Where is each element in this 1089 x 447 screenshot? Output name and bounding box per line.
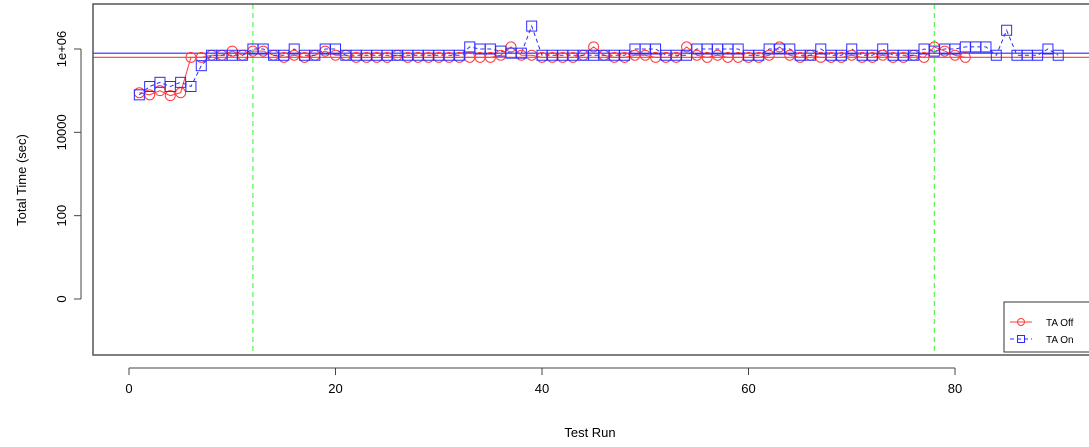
legend-label-ta-on: TA On (1046, 335, 1074, 346)
legend-box (1003, 301, 1089, 353)
data-point-ta-on (526, 20, 538, 32)
data-point-ta-on (619, 49, 631, 61)
x-tick-label: 0 (125, 381, 132, 396)
data-point-ta-on (133, 89, 145, 101)
y-tick-label: 10000 (54, 114, 69, 150)
data-point-ta-on (815, 43, 827, 55)
data-point-ta-off (484, 51, 496, 63)
data-point-ta-off (712, 49, 724, 61)
legend: TA Off TA On (1003, 301, 1089, 353)
data-point-ta-on (1032, 49, 1044, 61)
x-tick-label: 40 (535, 381, 549, 396)
x-axis-title: Test Run (564, 425, 615, 440)
data-point-ta-off (164, 90, 176, 102)
data-point-ta-on (1042, 43, 1054, 55)
y-tick-label: 0 (54, 295, 69, 302)
data-point-ta-on (846, 43, 858, 55)
x-tick-label: 20 (328, 381, 342, 396)
data-point-ta-on (877, 43, 889, 55)
x-tick-label: 80 (948, 381, 962, 396)
plot-frame (92, 3, 1089, 356)
data-point-ta-on (732, 43, 744, 55)
data-point-ta-on (784, 43, 796, 55)
legend-marker-ta-off (1017, 318, 1025, 326)
data-point-ta-off (949, 49, 961, 61)
data-point-ta-on (237, 49, 249, 61)
data-point-ta-on (804, 49, 816, 61)
y-tick-label: 1e+06 (54, 31, 69, 68)
legend-marker-ta-on (1017, 335, 1025, 343)
data-point-ta-on (908, 49, 920, 61)
data-point-ta-on (835, 49, 847, 61)
y-axis: 0 100 10000 1e+06 (54, 31, 82, 303)
y-axis-title: Total Time (sec) (14, 134, 29, 226)
data-point-ta-on (453, 49, 465, 61)
y-tick-label: 100 (54, 205, 69, 227)
data-point-ta-on (309, 49, 321, 61)
data-point-ta-on (650, 43, 662, 55)
series-line-ta-off (139, 46, 966, 97)
data-point-ta-on (185, 81, 197, 92)
x-tick-label: 60 (741, 381, 755, 396)
data-point-ta-on (866, 49, 878, 61)
data-point-ta-off (701, 51, 713, 63)
data-point-ta-on (515, 47, 527, 59)
data-point-ta-off (639, 49, 651, 61)
data-point-ta-on (1001, 24, 1013, 36)
data-point-ta-on (980, 41, 992, 53)
series-line-ta-on (139, 24, 1059, 96)
data-point-ta-on (288, 43, 300, 55)
data-point-ta-off (588, 41, 600, 53)
data-point-ta-on (753, 49, 765, 61)
x-axis: 0 20 40 60 80 (125, 367, 962, 396)
data-point-ta-on (330, 43, 341, 55)
data-point-ta-on (195, 60, 207, 72)
data-point-ta-on (990, 49, 1002, 61)
data-point-ta-on (1052, 49, 1064, 61)
data-point-ta-on (681, 49, 693, 61)
data-point-ta-on (257, 43, 269, 55)
legend-label-ta-off: TA Off (1046, 318, 1074, 329)
data-point-ta-on (278, 49, 290, 61)
